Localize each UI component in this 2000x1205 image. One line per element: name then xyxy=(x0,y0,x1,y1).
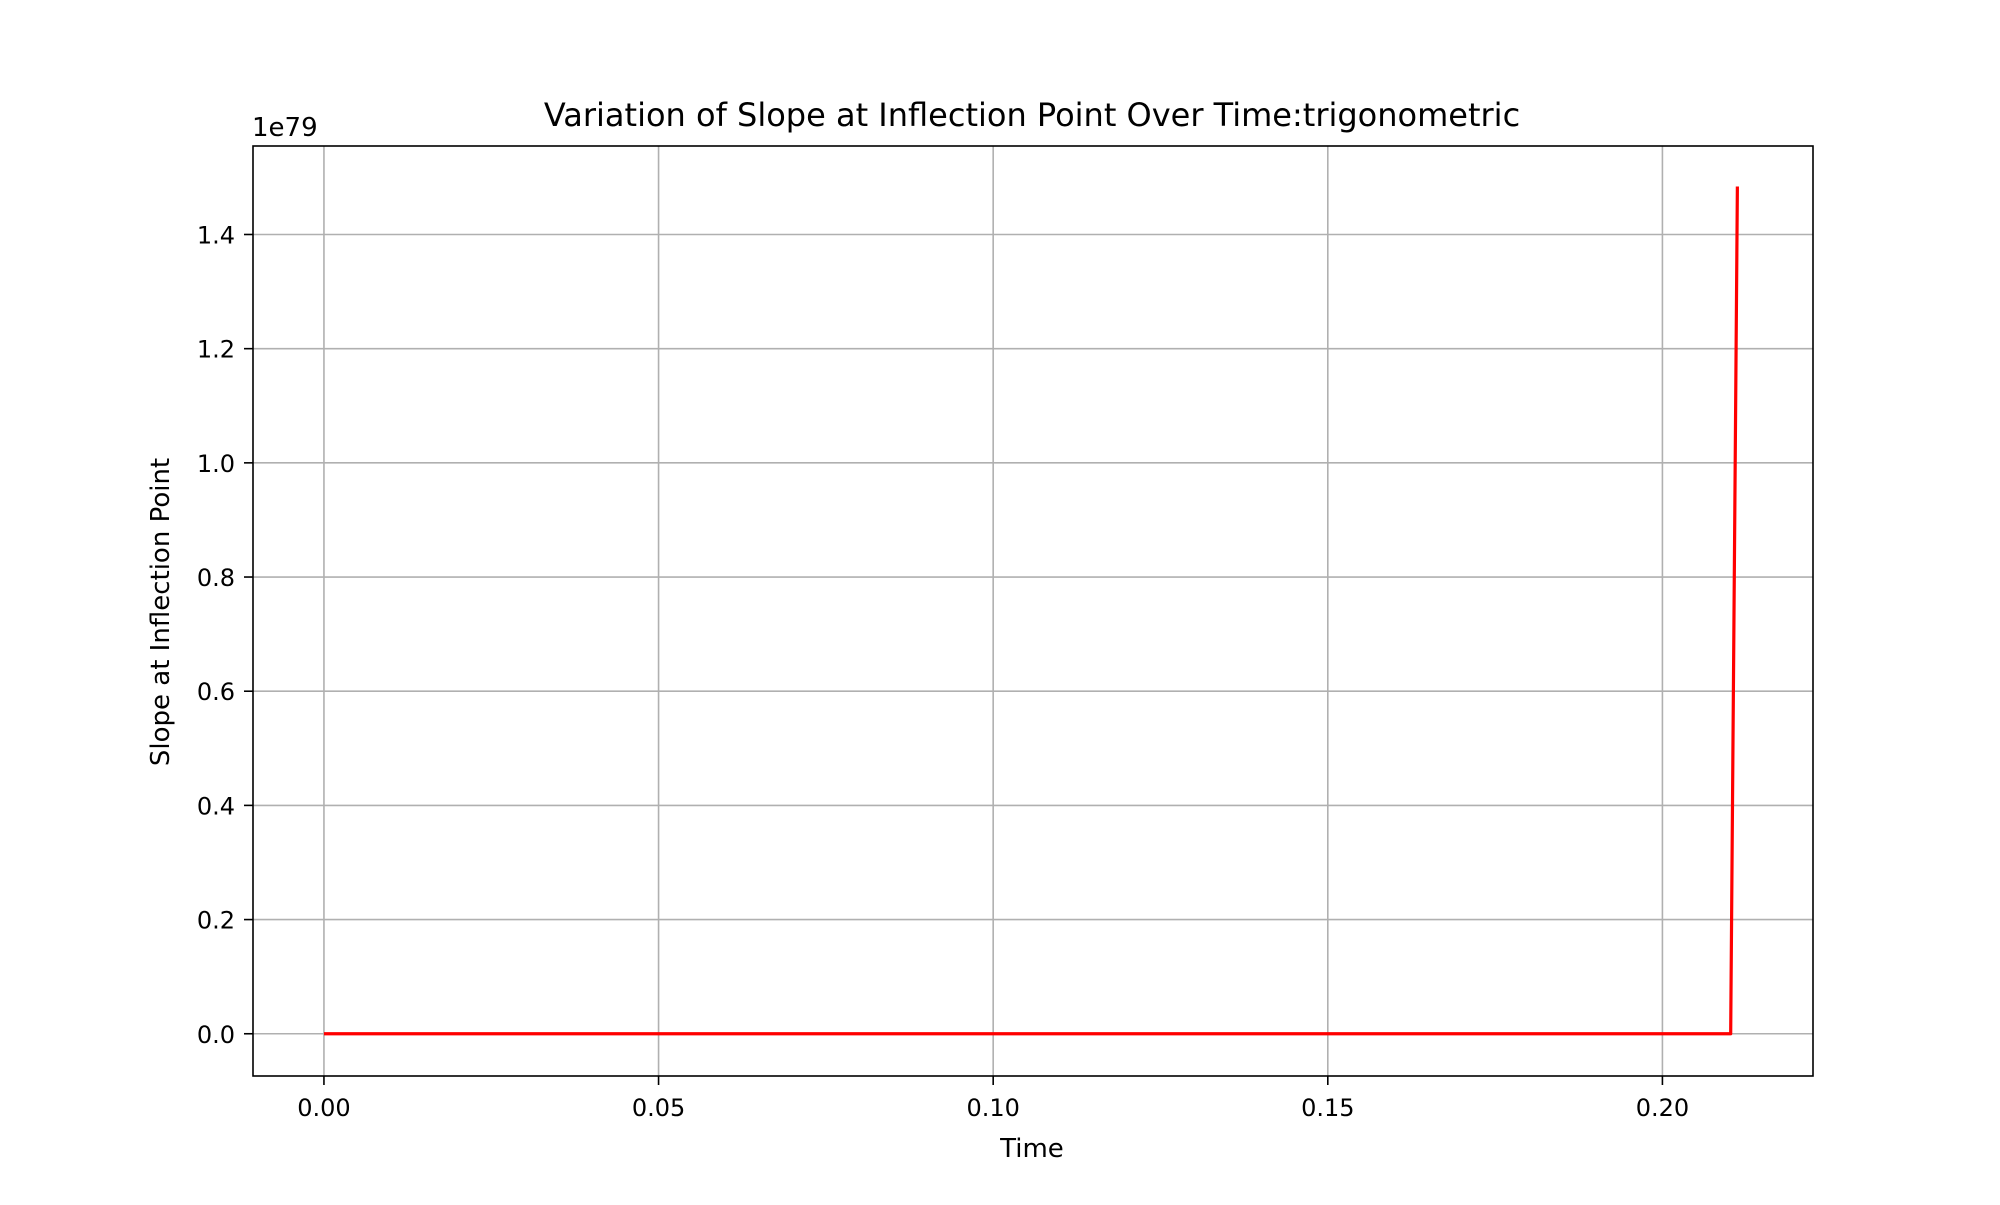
y-tick-label: 0.4 xyxy=(197,792,235,820)
x-tick-label: 0.20 xyxy=(1636,1094,1689,1122)
chart-title: Variation of Slope at Inflection Point O… xyxy=(544,96,1520,134)
x-tick-label: 0.10 xyxy=(966,1094,1019,1122)
x-tick-label: 0.00 xyxy=(297,1094,350,1122)
series-line xyxy=(323,186,1739,1036)
y-axis-offset-label: 1e79 xyxy=(252,113,318,143)
x-axis-label: Time xyxy=(999,1134,1064,1164)
plot-frame xyxy=(252,145,1814,1077)
y-axis-ticks: 0.0 0.2 0.4 0.6 0.8 1.0 1.2 1.4 xyxy=(197,221,253,1049)
y-tick-label: 1.4 xyxy=(197,221,235,249)
series-layer xyxy=(323,186,1739,1036)
y-tick-label: 0.0 xyxy=(197,1021,235,1049)
y-axis-label: Slope at Inflection Point xyxy=(146,458,176,766)
x-axis-ticks: 0.00 0.05 0.10 0.15 0.20 xyxy=(297,1076,1689,1122)
y-tick-label: 0.8 xyxy=(197,564,235,592)
x-tick-label: 0.15 xyxy=(1301,1094,1354,1122)
y-tick-label: 1.2 xyxy=(197,336,235,364)
y-tick-label: 0.6 xyxy=(197,678,235,706)
y-tick-label: 1.0 xyxy=(197,450,235,478)
y-tick-label: 0.2 xyxy=(197,907,235,935)
x-tick-label: 0.05 xyxy=(632,1094,685,1122)
